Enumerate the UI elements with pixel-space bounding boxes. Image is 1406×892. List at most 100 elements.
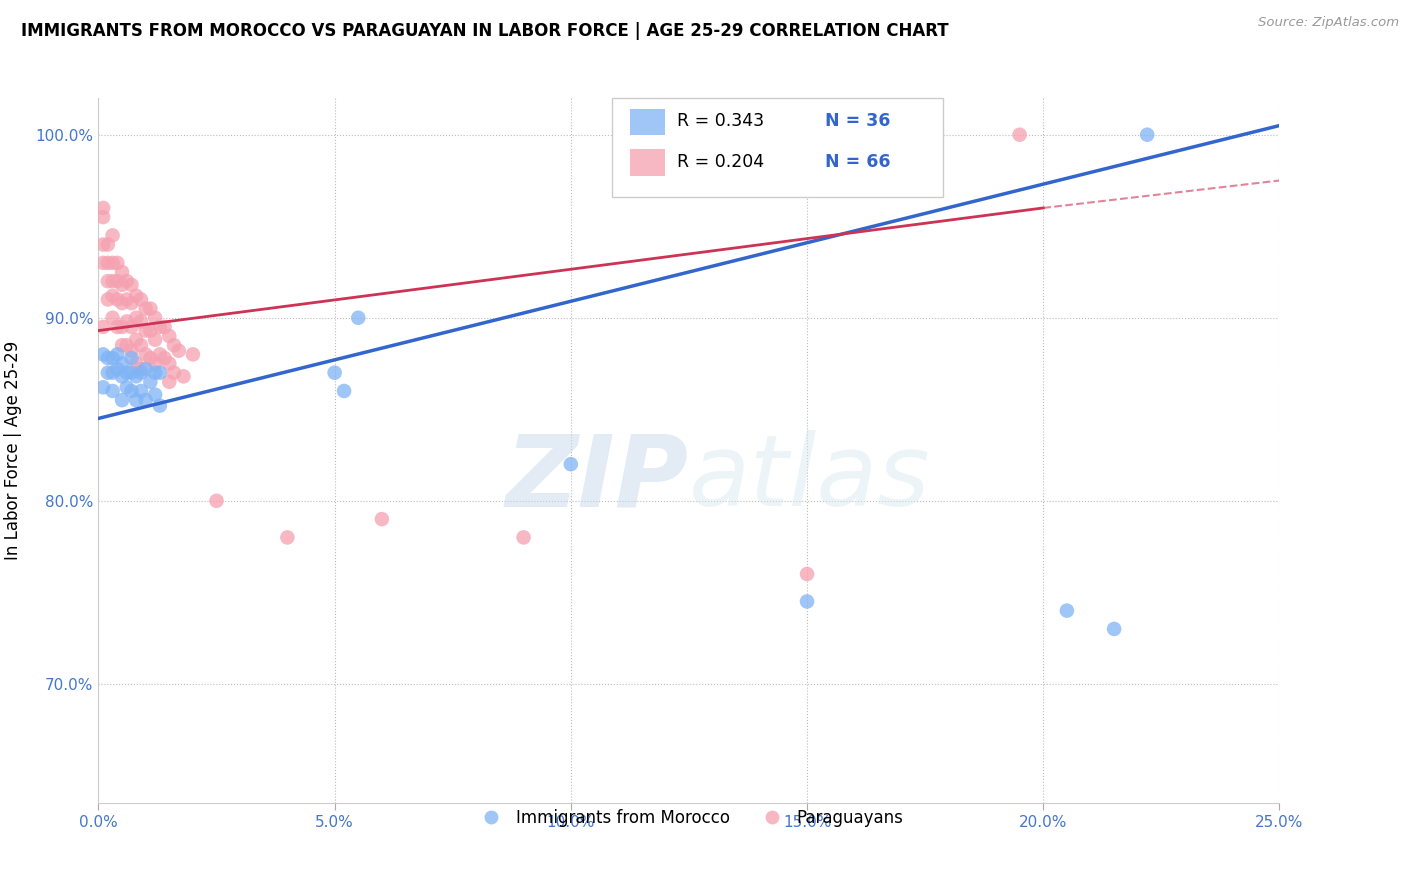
Text: N = 36: N = 36: [825, 112, 890, 130]
Point: [143, 357, 166, 371]
Point: [181, 347, 204, 361]
Point: [115, 274, 138, 288]
Point: [125, 333, 148, 347]
Point: [172, 369, 194, 384]
Point: [149, 319, 172, 334]
Point: [97, 351, 120, 365]
Text: N = 66: N = 66: [825, 153, 890, 170]
Point: [139, 375, 162, 389]
Point: [91, 319, 114, 334]
Point: [121, 319, 143, 334]
Point: [115, 293, 138, 307]
Point: [105, 293, 128, 307]
Point: [101, 228, 124, 243]
Text: R = 0.204: R = 0.204: [678, 153, 765, 170]
Point: [139, 301, 162, 316]
Point: [121, 351, 143, 365]
Point: [125, 310, 148, 325]
Point: [101, 310, 124, 325]
Point: [157, 357, 180, 371]
Point: [111, 338, 134, 352]
Point: [101, 384, 124, 398]
Point: [115, 366, 138, 380]
Point: [121, 366, 143, 380]
Point: [167, 343, 190, 358]
Point: [115, 380, 138, 394]
Point: [149, 366, 172, 380]
Point: [135, 347, 157, 361]
Point: [512, 530, 534, 544]
Point: [101, 256, 124, 270]
Point: [135, 362, 157, 376]
Point: [111, 277, 134, 292]
Point: [163, 366, 186, 380]
Point: [276, 530, 298, 544]
Point: [125, 289, 148, 303]
Point: [91, 201, 114, 215]
Point: [97, 256, 120, 270]
Point: [125, 369, 148, 384]
Point: [135, 301, 157, 316]
Point: [796, 567, 818, 582]
Point: [1102, 622, 1125, 636]
Point: [125, 357, 148, 371]
Point: [111, 357, 134, 371]
Point: [91, 256, 114, 270]
Point: [125, 393, 148, 408]
Point: [129, 366, 152, 380]
Point: [91, 347, 114, 361]
Point: [115, 314, 138, 328]
Point: [796, 594, 818, 608]
Point: [323, 366, 346, 380]
Point: [153, 351, 176, 365]
Text: ZIP: ZIP: [506, 430, 689, 527]
Point: [101, 289, 124, 303]
Point: [105, 274, 128, 288]
Point: [101, 351, 124, 365]
Point: [135, 324, 157, 338]
Point: [205, 493, 228, 508]
Point: [1008, 128, 1031, 142]
Point: [143, 366, 166, 380]
Point: [157, 375, 180, 389]
Point: [105, 319, 128, 334]
Point: [139, 324, 162, 338]
Point: [101, 274, 124, 288]
Point: [143, 310, 166, 325]
Point: [129, 384, 152, 398]
Legend: Immigrants from Morocco, Paraguayans: Immigrants from Morocco, Paraguayans: [468, 802, 910, 833]
Text: R = 0.343: R = 0.343: [678, 112, 765, 130]
Point: [97, 274, 120, 288]
Point: [91, 380, 114, 394]
Point: [143, 387, 166, 401]
Y-axis label: In Labor Force | Age 25-29: In Labor Force | Age 25-29: [4, 341, 21, 560]
Point: [101, 366, 124, 380]
Point: [149, 399, 172, 413]
Point: [111, 265, 134, 279]
Point: [1136, 128, 1159, 142]
Point: [153, 319, 176, 334]
Point: [121, 277, 143, 292]
Text: IMMIGRANTS FROM MOROCCO VS PARAGUAYAN IN LABOR FORCE | AGE 25-29 CORRELATION CHA: IMMIGRANTS FROM MOROCCO VS PARAGUAYAN IN…: [21, 22, 949, 40]
Text: Source: ZipAtlas.com: Source: ZipAtlas.com: [1258, 16, 1399, 29]
Point: [115, 338, 138, 352]
Point: [135, 393, 157, 408]
Point: [347, 310, 370, 325]
Point: [121, 296, 143, 310]
Point: [129, 362, 152, 376]
Point: [105, 347, 128, 361]
FancyBboxPatch shape: [612, 98, 943, 197]
Point: [105, 256, 128, 270]
Point: [121, 384, 143, 398]
Point: [163, 338, 186, 352]
Point: [91, 237, 114, 252]
Point: [111, 296, 134, 310]
Point: [97, 237, 120, 252]
Bar: [630, 149, 665, 176]
Point: [129, 293, 152, 307]
Point: [121, 343, 143, 358]
Point: [333, 384, 356, 398]
Point: [129, 338, 152, 352]
Point: [129, 314, 152, 328]
Bar: [630, 109, 665, 136]
